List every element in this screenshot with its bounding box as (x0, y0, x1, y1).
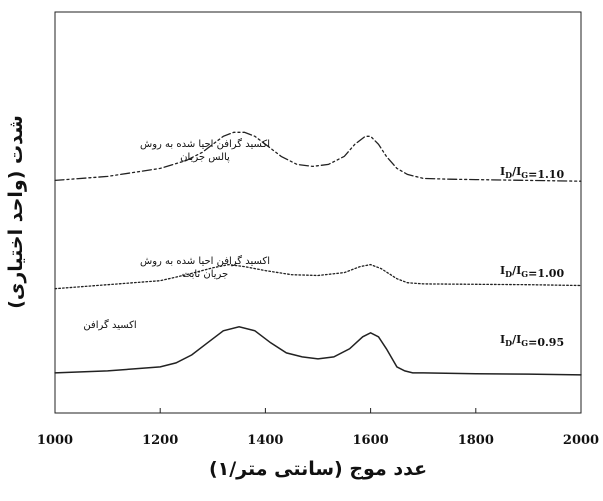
ratio-part: G (521, 170, 528, 180)
ratio-part: G (521, 338, 528, 348)
ratio-part: =1.00 (528, 267, 564, 280)
ratio-part: =1.10 (528, 168, 564, 181)
series-line-1 (54, 131, 582, 182)
x-axis-ticks: 1000 1200 1400 1600 1800 2000 (37, 408, 599, 448)
x-tick-label: 1000 (37, 433, 73, 448)
ratio-part: /I (512, 264, 521, 277)
id-ig-ratio-label: ID/IG=1.10 (500, 165, 564, 181)
ratio-part: I (500, 165, 505, 178)
x-axis-title: عدد موج (سانتی متر/۱) (209, 458, 427, 480)
ratio-part: D (505, 170, 512, 180)
x-tick-label: 2000 (563, 433, 599, 448)
ratio-part: D (505, 338, 512, 348)
series-label-2: جریان ثابت (182, 269, 228, 280)
ratio-part: G (521, 269, 528, 279)
id-ig-ratio-label: ID/IG=0.95 (500, 333, 564, 349)
x-tick-label: 1800 (458, 433, 494, 448)
plot-area-frame (54, 11, 582, 414)
ratio-part: I (500, 264, 505, 277)
id-ig-ratio-label: ID/IG=1.00 (500, 264, 564, 280)
series-layer (54, 131, 582, 376)
ratio-part: /I (512, 333, 521, 346)
ratio-part: =0.95 (528, 336, 564, 349)
series-label-1: اکسید گرافن احیا شده به روش (140, 138, 270, 150)
series-line-2 (54, 263, 582, 290)
series-label-2: اکسید گرافن احیا شده به روش (140, 255, 270, 267)
x-tick-label: 1600 (353, 433, 389, 448)
series-label-3: اکسید گرافن (83, 319, 136, 331)
x-tick-label: 1400 (247, 433, 283, 448)
ratio-part: D (505, 269, 512, 279)
ratio-part: /I (512, 165, 521, 178)
x-tick-label: 1200 (142, 433, 178, 448)
ratio-part: I (500, 333, 505, 346)
series-label-1: پالس جریان (180, 152, 230, 163)
series-line-3 (54, 326, 582, 376)
y-axis-title: شدت (واحد اختیاری) (5, 115, 27, 309)
